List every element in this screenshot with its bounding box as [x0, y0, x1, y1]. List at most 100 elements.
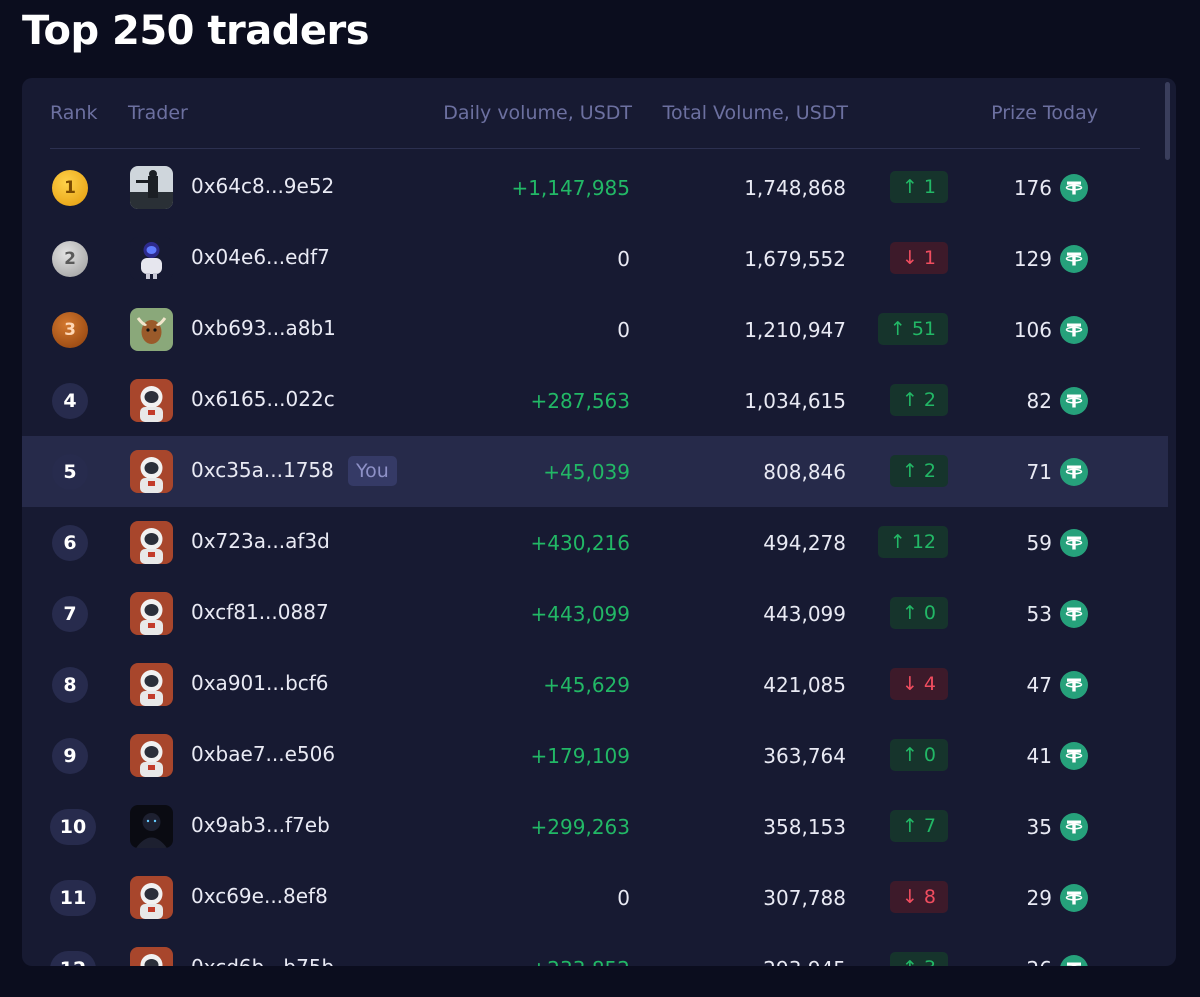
arrow-up-icon: ↑ — [889, 318, 906, 340]
prize-today: 53 — [1026, 602, 1052, 626]
prize-today: 106 — [1013, 318, 1052, 342]
astronaut-avatar — [130, 663, 173, 706]
total-volume: 293,945 — [763, 957, 846, 966]
rank-badge: 4 — [52, 383, 88, 419]
table-row[interactable]: 5 0xc35a...1758 You +45,039 808,846 ↑ 2 71 — [22, 436, 1168, 507]
trader-address[interactable]: 0xbae7...e506 — [191, 742, 336, 766]
table-row[interactable]: 7 0xcf81...0887 +443,099 443,099 ↑ 0 53 — [22, 578, 1168, 649]
usdt-icon — [1060, 529, 1088, 557]
table-row[interactable]: 3 0xb693...a8b1 0 1,210,947 ↑ 51 106 — [22, 294, 1168, 365]
trader-address[interactable]: 0xc69e...8ef8 — [191, 884, 328, 908]
rank-change-badge: ↓ 4 — [889, 668, 948, 700]
rank-change-badge: ↑ 12 — [877, 526, 948, 558]
rank-change-value: 12 — [911, 531, 936, 553]
total-volume: 307,788 — [763, 886, 846, 910]
prize-today: 47 — [1026, 673, 1052, 697]
usdt-icon — [1060, 174, 1088, 202]
trader-address[interactable]: 0x64c8...9e52 — [191, 174, 335, 198]
rank-badge: 7 — [52, 596, 88, 632]
bull-avatar — [130, 308, 173, 351]
arrow-up-icon: ↑ — [902, 957, 918, 966]
silver-medal-rank-badge: 2 — [52, 241, 88, 277]
table-row[interactable]: 2 0x04e6...edf7 0 1,679,552 ↓ 1 129 — [22, 223, 1168, 294]
rank-badge: 12 — [50, 951, 96, 966]
column-header-prize-today: Prize Today — [991, 102, 1098, 124]
trader-list: 1 0x64c8...9e52 +1,147,985 1,748,868 ↑ 1 176 2… — [22, 152, 1168, 966]
table-row[interactable]: 6 0x723a...af3d +430,216 494,278 ↑ 12 59 — [22, 507, 1168, 578]
total-volume: 808,846 — [763, 460, 846, 484]
daily-volume: 0 — [617, 886, 630, 910]
usdt-icon — [1060, 600, 1088, 628]
trader-address[interactable]: 0xcf81...0887 — [191, 600, 329, 624]
arrow-up-icon: ↑ — [901, 389, 918, 411]
rank-badge: 11 — [50, 880, 96, 916]
trader-address[interactable]: 0x6165...022c — [191, 387, 335, 411]
rank-change-value: 7 — [923, 815, 936, 837]
rank-change-badge: ↑ 7 — [889, 810, 948, 842]
astronaut-avatar — [130, 947, 173, 966]
rank-change-value: 2 — [923, 460, 936, 482]
daily-volume: +233,852 — [531, 957, 630, 966]
total-volume: 1,034,615 — [744, 389, 846, 413]
gold-medal-rank-badge: 1 — [52, 170, 88, 206]
rank-badge: 6 — [52, 525, 88, 561]
prize-today: 35 — [1026, 815, 1052, 839]
rank-change-value: 51 — [911, 318, 936, 340]
rank-change-value: 1 — [923, 247, 936, 269]
trader-address[interactable]: 0x9ab3...f7eb — [191, 813, 330, 837]
column-header-total-volume: Total Volume, USDT — [662, 102, 848, 124]
trader-address[interactable]: 0xcd6b...b75b — [191, 955, 334, 966]
daily-volume: 0 — [617, 318, 630, 342]
arrow-up-icon: ↑ — [889, 531, 906, 553]
total-volume: 1,210,947 — [744, 318, 846, 342]
table-row[interactable]: 12 0xcd6b...b75b +233,852 293,945 ↑ 3 26 — [22, 933, 1168, 966]
table-row[interactable]: 11 0xc69e...8ef8 0 307,788 ↓ 8 29 — [22, 862, 1168, 933]
photo-avatar — [130, 166, 173, 209]
astronaut-avatar — [130, 379, 173, 422]
table-row[interactable]: 1 0x64c8...9e52 +1,147,985 1,748,868 ↑ 1 176 — [22, 152, 1168, 223]
total-volume: 443,099 — [763, 602, 846, 626]
daily-volume: +45,629 — [543, 673, 630, 697]
daily-volume: +179,109 — [530, 744, 630, 768]
total-volume: 358,153 — [763, 815, 846, 839]
rank-change-badge: ↑ 51 — [877, 313, 948, 345]
astronaut-avatar — [130, 592, 173, 635]
scrollbar[interactable] — [1164, 78, 1174, 966]
usdt-icon — [1060, 458, 1088, 486]
total-volume: 494,278 — [763, 531, 846, 555]
table-row[interactable]: 10 0x9ab3...f7eb +299,263 358,153 ↑ 7 35 — [22, 791, 1168, 862]
scrollbar-thumb[interactable] — [1165, 82, 1170, 160]
trader-address[interactable]: 0x723a...af3d — [191, 529, 330, 553]
astronaut-avatar — [130, 734, 173, 777]
trader-address[interactable]: 0x04e6...edf7 — [191, 245, 330, 269]
table-row[interactable]: 4 0x6165...022c +287,563 1,034,615 ↑ 2 82 — [22, 365, 1168, 436]
header-divider — [50, 148, 1140, 149]
daily-volume: +430,216 — [530, 531, 630, 555]
table-row[interactable]: 9 0xbae7...e506 +179,109 363,764 ↑ 0 41 — [22, 720, 1168, 791]
table-header: Rank Trader Daily volume, USDT Total Vol… — [22, 78, 1168, 148]
trader-address[interactable]: 0xc35a...1758 — [191, 458, 334, 482]
usdt-icon — [1060, 671, 1088, 699]
daily-volume: +287,563 — [530, 389, 630, 413]
rank-change-value: 4 — [923, 673, 936, 695]
astronaut-avatar — [130, 521, 173, 564]
rank-change-value: 0 — [923, 602, 936, 624]
rank-change-badge: ↑ 3 — [889, 952, 948, 966]
total-volume: 1,748,868 — [744, 176, 846, 200]
arrow-up-icon: ↑ — [901, 460, 918, 482]
rank-change-value: 1 — [923, 176, 936, 198]
column-header-trader: Trader — [128, 102, 188, 124]
rank-change-badge: ↑ 2 — [889, 455, 948, 487]
prize-today: 129 — [1013, 247, 1052, 271]
prize-today: 176 — [1013, 176, 1052, 200]
total-volume: 1,679,552 — [744, 247, 846, 271]
rank-change-badge: ↓ 1 — [889, 242, 948, 274]
table-row[interactable]: 8 0xa901...bcf6 +45,629 421,085 ↓ 4 47 — [22, 649, 1168, 720]
arrow-up-icon: ↑ — [901, 815, 918, 837]
trader-address[interactable]: 0xb693...a8b1 — [191, 316, 336, 340]
usdt-icon — [1060, 316, 1088, 344]
prize-today: 41 — [1026, 744, 1052, 768]
rank-change-badge: ↑ 2 — [889, 384, 948, 416]
trader-address[interactable]: 0xa901...bcf6 — [191, 671, 329, 695]
rank-change-value: 8 — [923, 886, 936, 908]
